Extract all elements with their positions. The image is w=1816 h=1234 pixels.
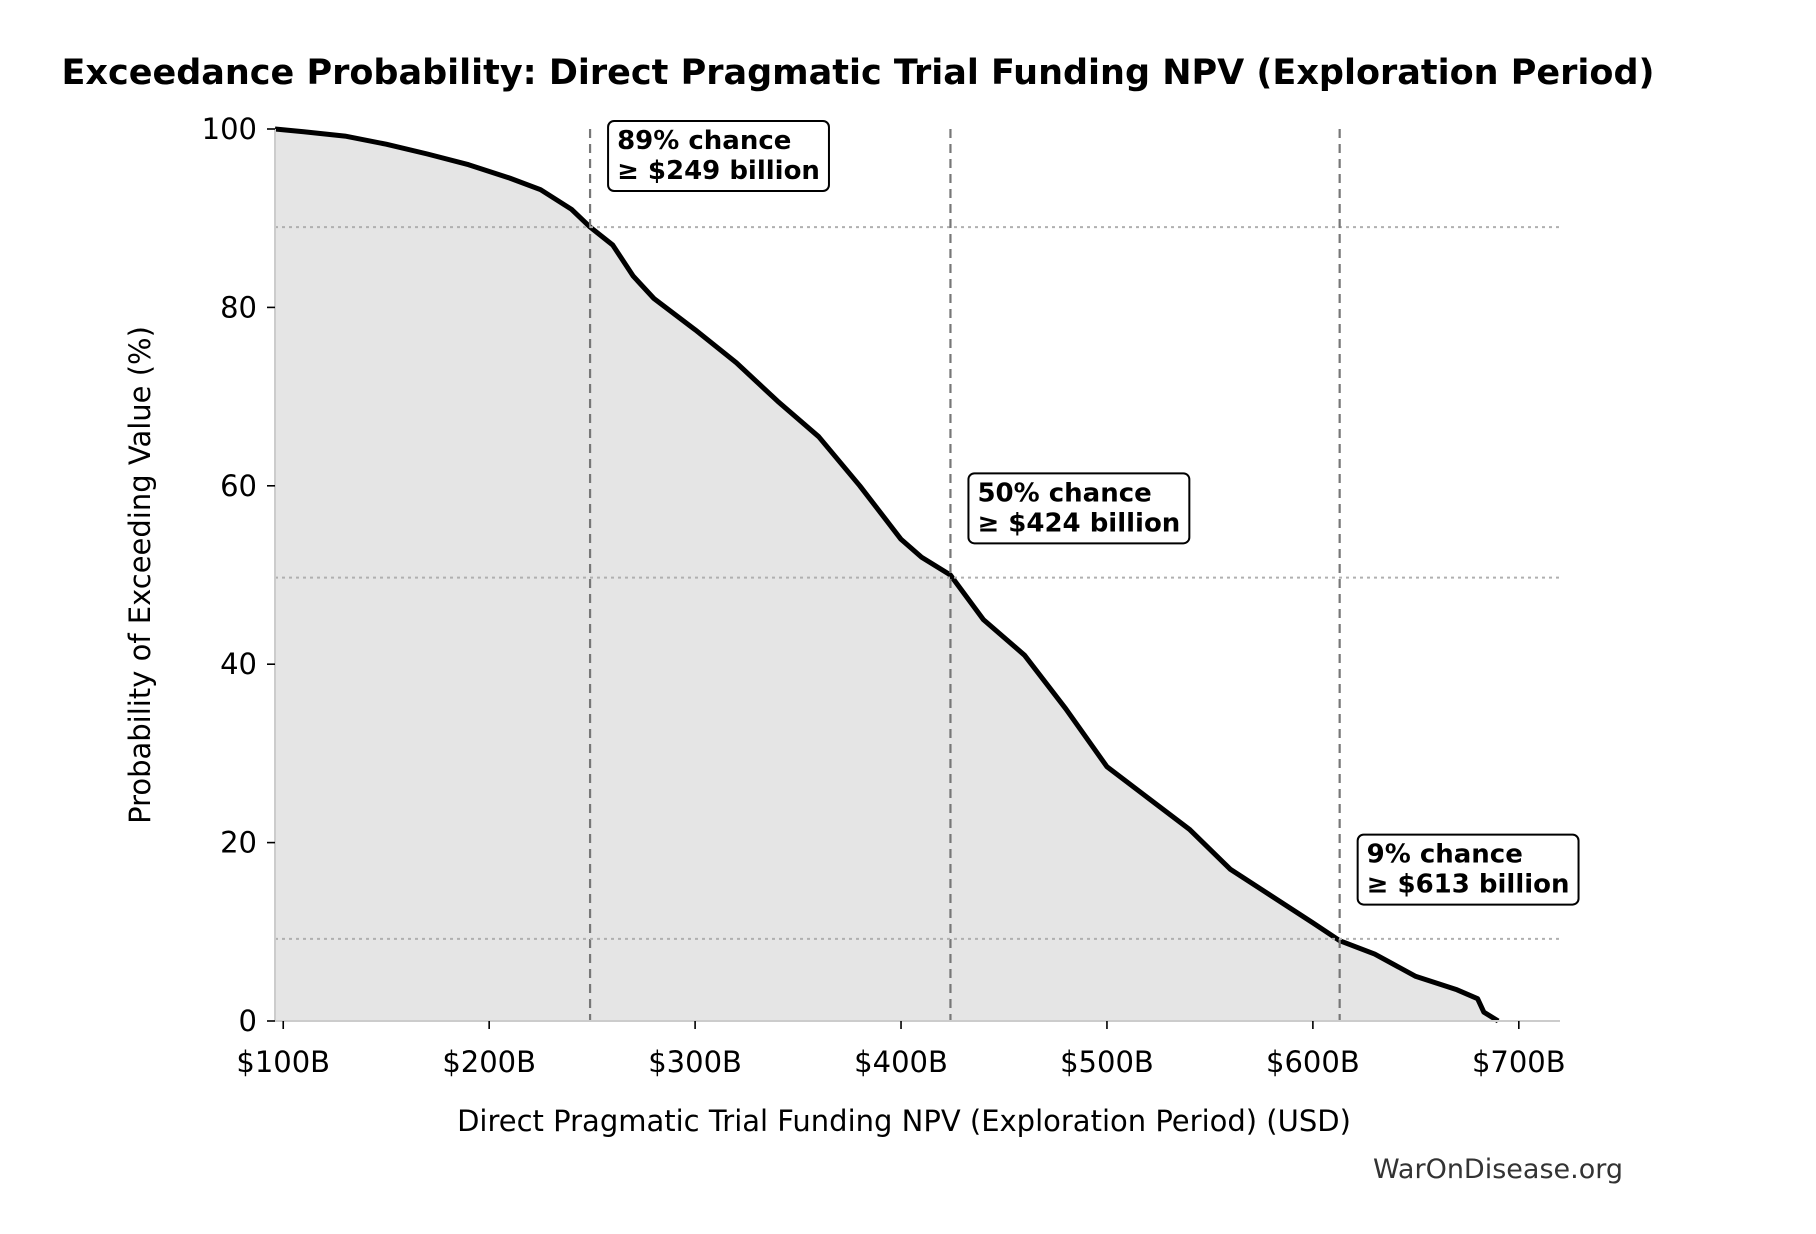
y-tick-label-0: 0 [239,1004,257,1038]
y-tick-label-2: 40 [220,647,257,681]
annotation-2: 9% chance≥ $613 billion [1356,833,1580,906]
axes: $100B $200B $300B $400B $500B $600B $700B 0 20 40… [202,112,1566,1079]
x-tick-label-4: $500B [1060,1045,1154,1079]
x-tick-label-1: $200B [442,1045,536,1079]
y-axis-label: Probability of Exceeding Value (%) [123,326,157,824]
annotation-line2-1: ≥ $424 billion [977,508,1180,538]
annotation-line2-0: ≥ $249 billion [617,156,820,186]
annotation-line2-2: ≥ $613 billion [1367,870,1570,900]
y-tick-label-4: 80 [220,290,257,324]
x-tick-label-5: $600B [1266,1045,1360,1079]
annotation-line1-2: 9% chance [1367,840,1523,870]
annotation-line1-1: 50% chance [977,478,1151,508]
annotation-1: 50% chance≥ $424 billion [967,472,1191,545]
y-tick-label-1: 20 [220,826,257,860]
annotations: 89% chance≥ $249 billion 50% chance≥ $424… [607,120,1580,906]
y-tick-label-3: 60 [220,469,257,503]
chart-title: Exceedance Probability: Direct Pragmatic… [62,53,1655,93]
annotation-box-1 [967,472,1191,545]
x-tick-label-0: $100B [236,1045,330,1079]
y-tick-label-5: 100 [202,112,257,146]
annotation-line1-0: 89% chance [617,126,791,156]
x-axis-label: Direct Pragmatic Trial Funding NPV (Expl… [457,1104,1351,1138]
annotation-0: 89% chance≥ $249 billion [607,120,830,192]
plot-area [274,126,1560,1024]
watermark: WarOnDisease.org [1373,1154,1623,1185]
x-tick-label-2: $300B [648,1045,742,1079]
x-tick-label-3: $400B [854,1045,948,1079]
exceedance-area-0 [275,129,1499,1021]
annotation-box-2 [1356,833,1580,906]
annotation-box-0 [607,120,830,192]
x-tick-label-6: $700B [1472,1045,1566,1079]
